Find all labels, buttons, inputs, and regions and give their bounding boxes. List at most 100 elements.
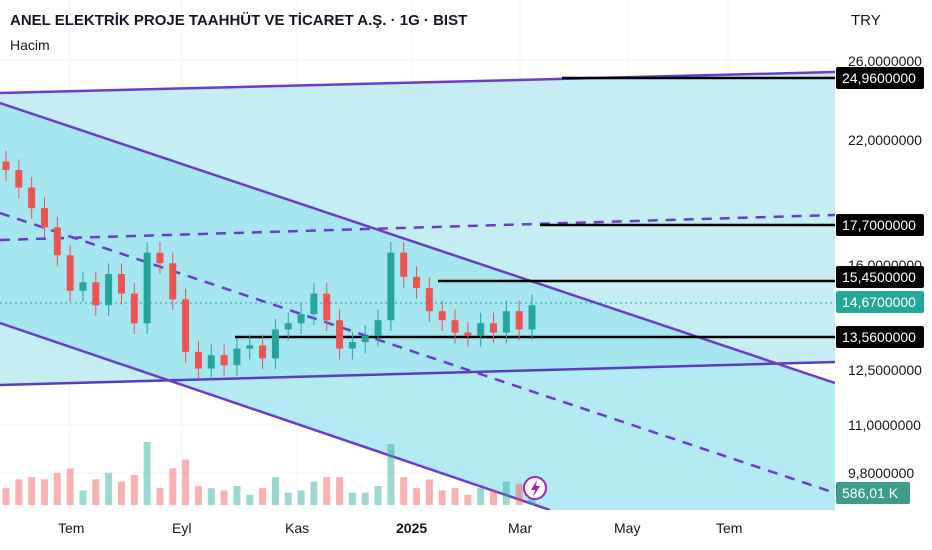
- volume-bar: [297, 490, 305, 505]
- price-tag-24-96: [836, 67, 924, 89]
- candle-body: [143, 252, 151, 324]
- candle-body: [156, 252, 164, 264]
- volume-bar: [361, 492, 369, 505]
- candle-body: [374, 320, 382, 336]
- volume-bar: [502, 481, 510, 505]
- x-tick-label: Tem: [58, 520, 84, 536]
- candle-body: [425, 287, 433, 312]
- candle-body: [40, 208, 48, 228]
- volume-bar: [451, 488, 459, 505]
- candle-body: [169, 263, 177, 300]
- volume-bar: [130, 475, 138, 505]
- candle-body: [79, 282, 87, 291]
- candle-body: [130, 293, 138, 324]
- price-tag-15-45: [836, 266, 924, 288]
- lightning-icon: [531, 480, 540, 497]
- volume-bar: [169, 468, 177, 505]
- price-tag-15-45-text: 15,4500000: [842, 269, 916, 285]
- price-tag-13-56-text: 13,5600000: [842, 329, 916, 345]
- price-tag-17-70: [836, 214, 924, 236]
- y-tick-label: 12,5000000: [848, 362, 922, 378]
- x-tick-label: 2025: [396, 520, 427, 536]
- candle-body: [259, 345, 267, 359]
- price-tag-14-67-text: 14,6700000: [842, 294, 916, 310]
- volume-bar: [92, 479, 100, 505]
- candle-body: [15, 170, 23, 188]
- candle-body: [464, 332, 472, 336]
- volume-bar: [53, 472, 61, 505]
- volume-bar: [66, 468, 74, 505]
- x-tick-label: Mar: [508, 520, 532, 536]
- candle-body: [284, 323, 292, 330]
- candle-body: [297, 314, 305, 324]
- y-tick-label: 26,0000000: [848, 53, 922, 69]
- candle-body: [207, 355, 215, 369]
- price-tag-14-67: [836, 291, 924, 313]
- candle-body: [361, 335, 369, 343]
- volume-tag: [836, 482, 910, 504]
- volume-bar: [143, 442, 151, 505]
- price-tag-24-96-text: 24,9600000: [842, 70, 916, 86]
- volume-bar: [233, 486, 241, 505]
- candle-body: [336, 320, 344, 349]
- volume-bar: [438, 490, 446, 505]
- candle-body: [2, 161, 10, 170]
- volume-bar: [323, 477, 331, 505]
- chart-title: ANEL ELEKTRİK PROJE TAAHHÜT VE TİCARET A…: [10, 12, 468, 29]
- currency-label[interactable]: TRY: [851, 12, 881, 29]
- volume-bar: [310, 481, 318, 505]
- candle-body: [182, 299, 190, 352]
- volume-bar: [374, 486, 382, 505]
- volume-bar: [15, 479, 23, 505]
- volume-bar: [2, 488, 10, 505]
- volume-bar: [156, 488, 164, 505]
- candle-body: [515, 311, 523, 330]
- volume-bar: [271, 477, 279, 505]
- volume-bar: [246, 494, 254, 505]
- volume-bar: [220, 490, 228, 505]
- volume-bar: [400, 477, 408, 505]
- price-levels[interactable]: [0, 76, 835, 339]
- candle-body: [502, 311, 510, 333]
- volume-bar: [413, 488, 421, 505]
- volume-bar: [117, 481, 125, 505]
- y-tick-label: 22,0000000: [848, 132, 922, 148]
- volume-bar: [425, 479, 433, 505]
- candle-body: [348, 342, 356, 349]
- volume-bar: [515, 483, 523, 505]
- volume-bar: [477, 488, 485, 505]
- time-axis[interactable]: Tem Eyl Kas 2025 Mar May Tem: [0, 510, 932, 550]
- x-tick-label: Eyl: [172, 520, 191, 536]
- price-tag-17-70-text: 17,7000000: [842, 217, 916, 233]
- volume-bar: [387, 444, 395, 505]
- volume-bar: [207, 488, 215, 505]
- candle-body: [400, 252, 408, 277]
- falling-channel-fill: [0, 103, 835, 510]
- y-tick-label: 11,0000000: [848, 417, 921, 433]
- volume-tag-text: 586,01 K: [842, 485, 899, 501]
- candle-body: [413, 276, 421, 288]
- y-tick-label: 9,8000000: [848, 465, 914, 481]
- candle-body: [323, 293, 331, 321]
- falling-channel-mid-dashed: [0, 211, 836, 495]
- volume-bar: [284, 492, 292, 505]
- rising-channel-top-line: [0, 70, 836, 95]
- volume-bar: [348, 492, 356, 505]
- indicator-label[interactable]: Hacim: [10, 37, 50, 53]
- candle-body: [271, 329, 279, 359]
- falling-channel-bottom-line: [0, 321, 551, 512]
- event-badge[interactable]: [523, 476, 547, 500]
- candle-body: [220, 355, 228, 366]
- volume-bar: [464, 494, 472, 505]
- volume-bar: [79, 490, 87, 505]
- x-tick-label: Kas: [285, 520, 309, 536]
- x-tick-label: Tem: [716, 520, 742, 536]
- volume-bar: [105, 472, 113, 505]
- candle-body: [53, 227, 61, 256]
- price-axis[interactable]: 26,0000000 22,0000000 16,0000000 12,5000…: [835, 0, 932, 510]
- candle-body: [28, 187, 36, 209]
- price-tag-13-56: [836, 326, 924, 348]
- rising-channel-bottom-line: [0, 360, 836, 387]
